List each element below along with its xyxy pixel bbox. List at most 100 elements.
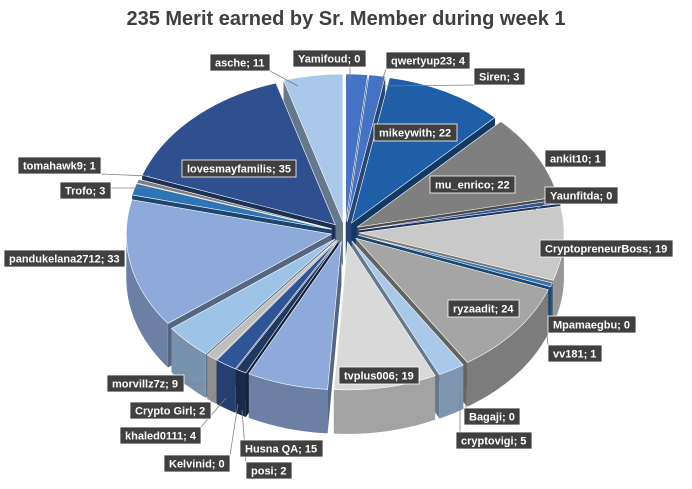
data-label-tvplus006: tvplus006; 19	[338, 366, 420, 385]
data-label-Yaunfitda: Yaunfitda; 0	[544, 186, 619, 205]
data-label-box	[106, 374, 185, 393]
slice-tomahawk9	[136, 178, 332, 230]
data-label-text: Bagaji; 0	[469, 412, 515, 424]
data-label-posi: posi; 2	[245, 461, 293, 480]
data-label-box	[245, 461, 293, 480]
slice-Crypto Girl	[206, 239, 337, 361]
data-label-Trofo: Trofo; 3	[59, 181, 112, 200]
data-label-text: khaled0111; 4	[125, 431, 197, 443]
data-label-Mpamaegbu: Mpamaegbu; 0	[547, 315, 637, 334]
slice-tvplus006	[333, 241, 436, 391]
data-label-box	[544, 186, 619, 205]
data-label-text: Siren; 3	[479, 72, 519, 84]
slice-side-18	[207, 354, 216, 404]
data-label-box	[429, 175, 516, 194]
slice-side-7	[553, 230, 564, 325]
data-label-text: tomahawk9; 1	[23, 161, 96, 173]
slice-side-17	[216, 360, 236, 413]
data-label-text: mu_enrico; 22	[435, 180, 510, 192]
data-label-ankit10: ankit10; 1	[544, 149, 607, 168]
data-label-text: Yamifoud; 0	[298, 54, 360, 66]
slice-vv181	[358, 235, 553, 288]
slice-khaled0111	[216, 240, 338, 370]
data-label-box	[209, 53, 271, 72]
slice-asche	[283, 73, 344, 223]
data-label-box	[129, 401, 212, 420]
data-label-Crypto Girl: Crypto Girl; 2	[129, 401, 212, 420]
slice-mikeywith	[350, 77, 496, 224]
data-label-box	[547, 315, 637, 334]
pie-tops	[126, 73, 565, 391]
slice-Trofo	[131, 183, 332, 230]
data-label-text: mikeywith; 22	[379, 128, 451, 140]
data-label-text: Kelvinid; 0	[169, 459, 225, 471]
leader-line-16	[229, 403, 239, 456]
data-label-text: ankit10; 1	[550, 154, 601, 166]
data-label-text: morvillz7z; 9	[112, 379, 178, 391]
data-label-box	[338, 366, 420, 385]
data-label-box	[239, 439, 324, 458]
data-label-box	[292, 49, 367, 68]
data-label-asche: asche; 11	[209, 53, 271, 72]
data-label-cryptovigi: cryptovigi; 5	[455, 431, 533, 450]
data-label-box	[547, 344, 603, 363]
data-label-khaled0111: khaled0111; 4	[119, 426, 202, 445]
data-label-Siren: Siren; 3	[473, 67, 526, 86]
data-label-text: vv181; 1	[553, 349, 596, 361]
data-label-box	[163, 454, 231, 473]
data-label-box	[539, 239, 674, 258]
slice-side-13	[333, 375, 436, 434]
leader-line-6	[533, 203, 546, 211]
slice-qwertyup23	[345, 73, 368, 222]
data-label-mikeywith: mikeywith; 22	[373, 123, 458, 142]
data-label-text: ryzaadit; 24	[453, 304, 514, 316]
data-label-text: Mpamaegbu; 0	[553, 320, 630, 332]
chart-title: 235 Merit earned by Sr. Member during we…	[126, 8, 566, 30]
data-label-ryzaadit: ryzaadit; 24	[447, 299, 520, 318]
data-label-box	[3, 249, 126, 268]
slice-morvillz7z	[171, 238, 336, 355]
data-label-mu_enrico: mu_enrico; 22	[429, 175, 516, 194]
leader-line-2	[383, 84, 475, 87]
data-label-pandukelana2712: pandukelana2712; 33	[3, 249, 126, 268]
data-label-Kelvinid: Kelvinid; 0	[163, 454, 231, 473]
slice-Husna QA	[248, 240, 342, 390]
data-label-text: lovesmayfamilis; 35	[187, 164, 291, 176]
data-label-text: qwertyup23; 4	[391, 56, 466, 68]
data-label-text: posi; 2	[251, 466, 286, 478]
data-label-text: Husna QA; 15	[245, 444, 317, 456]
data-label-box	[17, 156, 102, 175]
data-label-CryptopreneurBoss: CryptopreneurBoss; 19	[539, 239, 674, 258]
leader-line-8	[542, 302, 549, 317]
data-label-box	[463, 407, 521, 426]
slice-pandukelana2712	[126, 199, 333, 324]
data-label-box	[181, 159, 297, 178]
data-label-box	[59, 181, 112, 200]
data-label-lovesmayfamilis: lovesmayfamilis; 35	[181, 159, 297, 178]
slice-side-19	[171, 328, 206, 398]
data-label-box	[455, 431, 533, 450]
data-label-Husna QA: Husna QA; 15	[239, 439, 324, 458]
leader-line-9	[544, 312, 549, 346]
data-label-morvillz7z: morvillz7z; 9	[106, 374, 185, 393]
data-labels: Yamifoud; 0 qwertyup23; 4 Siren; 3 mikeywit…	[3, 49, 674, 480]
leader-line-17	[200, 397, 227, 428]
data-label-text: Crypto Girl; 2	[135, 406, 205, 418]
data-label-text: Trofo; 3	[65, 186, 105, 198]
data-label-text: CryptopreneurBoss; 19	[545, 244, 667, 256]
leader-line-5	[527, 166, 546, 201]
leader-lines	[100, 67, 549, 463]
data-label-box	[544, 149, 607, 168]
slice-side-14	[248, 373, 328, 434]
data-label-text: tvplus006; 19	[344, 371, 414, 383]
leader-line-1	[379, 68, 387, 88]
data-label-text: Yaunfitda; 0	[550, 191, 612, 203]
leader-line-18	[210, 391, 217, 403]
data-label-tomahawk9: tomahawk9; 1	[17, 156, 102, 175]
slice-side-12	[439, 365, 464, 419]
slice-side-20	[126, 232, 168, 368]
leader-line-22	[100, 173, 151, 177]
slice-lovesmayfamilis	[141, 82, 336, 226]
data-label-vv181: vv181; 1	[547, 344, 603, 363]
